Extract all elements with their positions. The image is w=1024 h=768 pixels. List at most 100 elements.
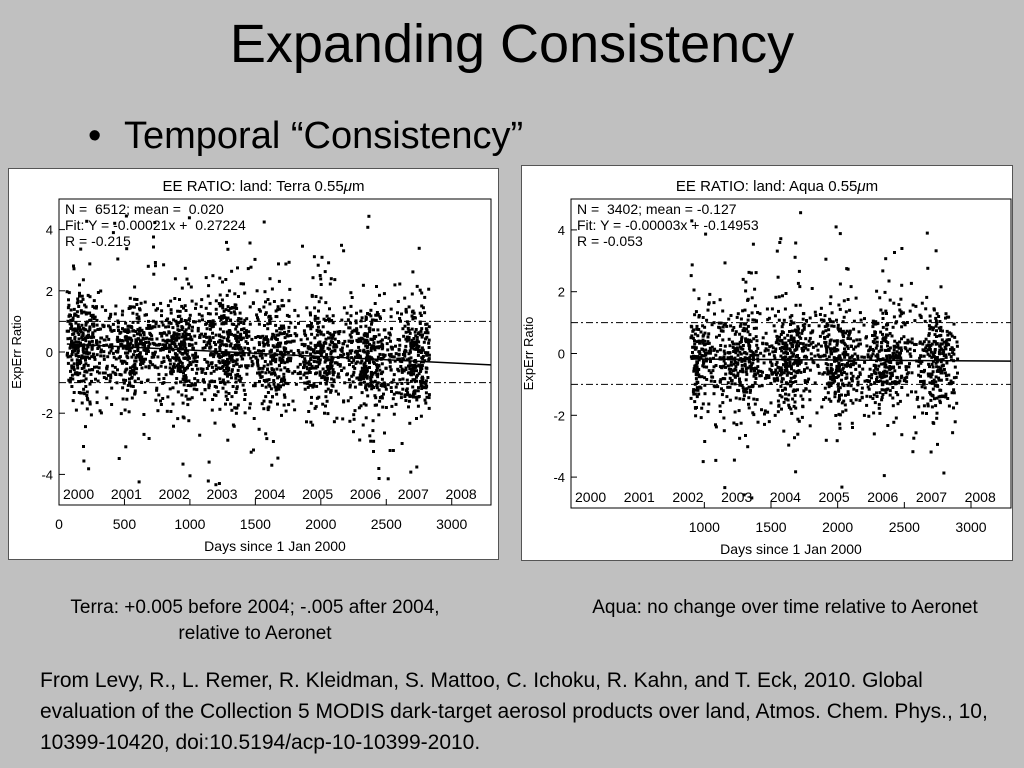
data-point xyxy=(909,354,913,358)
data-point xyxy=(302,363,306,367)
data-point xyxy=(180,328,184,332)
data-point xyxy=(881,269,885,273)
data-point xyxy=(251,301,255,305)
data-point xyxy=(377,388,381,392)
data-point xyxy=(303,357,307,361)
data-point xyxy=(891,386,895,389)
data-point xyxy=(138,307,141,311)
data-point xyxy=(424,379,428,383)
data-point xyxy=(128,377,131,381)
data-point xyxy=(925,231,929,235)
data-point xyxy=(154,264,157,268)
data-point xyxy=(147,340,151,344)
data-point xyxy=(279,385,282,389)
data-point xyxy=(134,371,138,375)
data-point xyxy=(67,291,71,295)
data-point xyxy=(119,412,123,416)
data-point xyxy=(356,376,360,380)
data-point xyxy=(91,313,95,317)
data-point xyxy=(740,335,744,339)
data-point xyxy=(310,395,313,399)
data-point xyxy=(739,369,742,373)
data-point xyxy=(826,345,830,349)
data-point xyxy=(765,374,769,377)
data-point xyxy=(882,474,886,478)
data-point xyxy=(373,371,377,375)
data-point xyxy=(239,282,243,286)
data-point xyxy=(769,360,773,364)
data-point xyxy=(873,401,877,405)
data-point xyxy=(944,316,947,320)
data-point xyxy=(223,382,227,386)
data-point xyxy=(353,366,357,370)
data-point xyxy=(319,283,323,286)
data-point xyxy=(774,363,778,366)
data-point xyxy=(349,396,353,400)
data-point xyxy=(875,289,879,293)
data-point xyxy=(922,349,926,352)
data-point xyxy=(276,383,280,387)
data-point xyxy=(89,413,93,417)
data-point xyxy=(785,369,789,373)
data-point xyxy=(377,467,381,470)
data-point xyxy=(832,377,836,381)
data-point xyxy=(394,352,398,356)
data-point xyxy=(129,325,133,329)
data-point xyxy=(865,379,869,383)
data-point xyxy=(119,373,123,377)
data-point xyxy=(838,232,842,236)
data-point xyxy=(233,292,237,296)
data-point xyxy=(900,325,904,329)
data-point xyxy=(417,340,421,344)
data-point xyxy=(885,359,889,363)
data-point xyxy=(235,358,239,362)
data-point xyxy=(365,374,369,378)
data-point xyxy=(95,323,99,327)
data-point xyxy=(702,354,706,358)
data-point xyxy=(750,311,754,315)
data-point xyxy=(941,352,945,355)
data-point xyxy=(147,437,151,440)
data-point xyxy=(222,369,226,372)
data-point xyxy=(225,293,229,297)
data-point xyxy=(102,338,106,342)
data-point xyxy=(343,339,347,343)
data-point xyxy=(243,398,247,401)
data-point xyxy=(774,373,778,376)
data-point xyxy=(367,214,371,218)
data-point xyxy=(95,318,99,322)
data-point xyxy=(792,336,796,340)
data-point xyxy=(911,303,915,307)
data-point xyxy=(904,365,908,369)
data-point xyxy=(767,376,771,379)
data-point xyxy=(206,341,210,345)
data-point xyxy=(175,338,179,342)
data-point xyxy=(375,368,379,372)
data-point xyxy=(804,362,808,366)
data-point xyxy=(76,323,80,327)
data-point xyxy=(831,347,835,351)
data-point xyxy=(403,354,407,358)
data-point xyxy=(802,389,806,393)
data-point xyxy=(917,373,921,377)
data-point xyxy=(780,339,784,343)
data-point xyxy=(374,358,378,362)
data-point xyxy=(696,360,699,364)
data-point xyxy=(181,377,185,381)
data-point xyxy=(287,325,291,329)
data-point xyxy=(224,308,228,312)
data-point xyxy=(86,363,90,367)
data-point xyxy=(270,335,274,339)
data-point xyxy=(409,372,413,376)
data-point xyxy=(262,305,266,309)
data-point xyxy=(838,394,841,397)
data-point xyxy=(397,348,401,352)
data-point xyxy=(942,471,946,475)
data-point xyxy=(874,346,878,350)
data-point xyxy=(179,317,183,321)
data-point xyxy=(862,355,866,359)
data-point xyxy=(701,316,705,319)
data-point xyxy=(785,373,789,377)
data-point xyxy=(779,333,783,336)
data-point xyxy=(193,334,197,338)
